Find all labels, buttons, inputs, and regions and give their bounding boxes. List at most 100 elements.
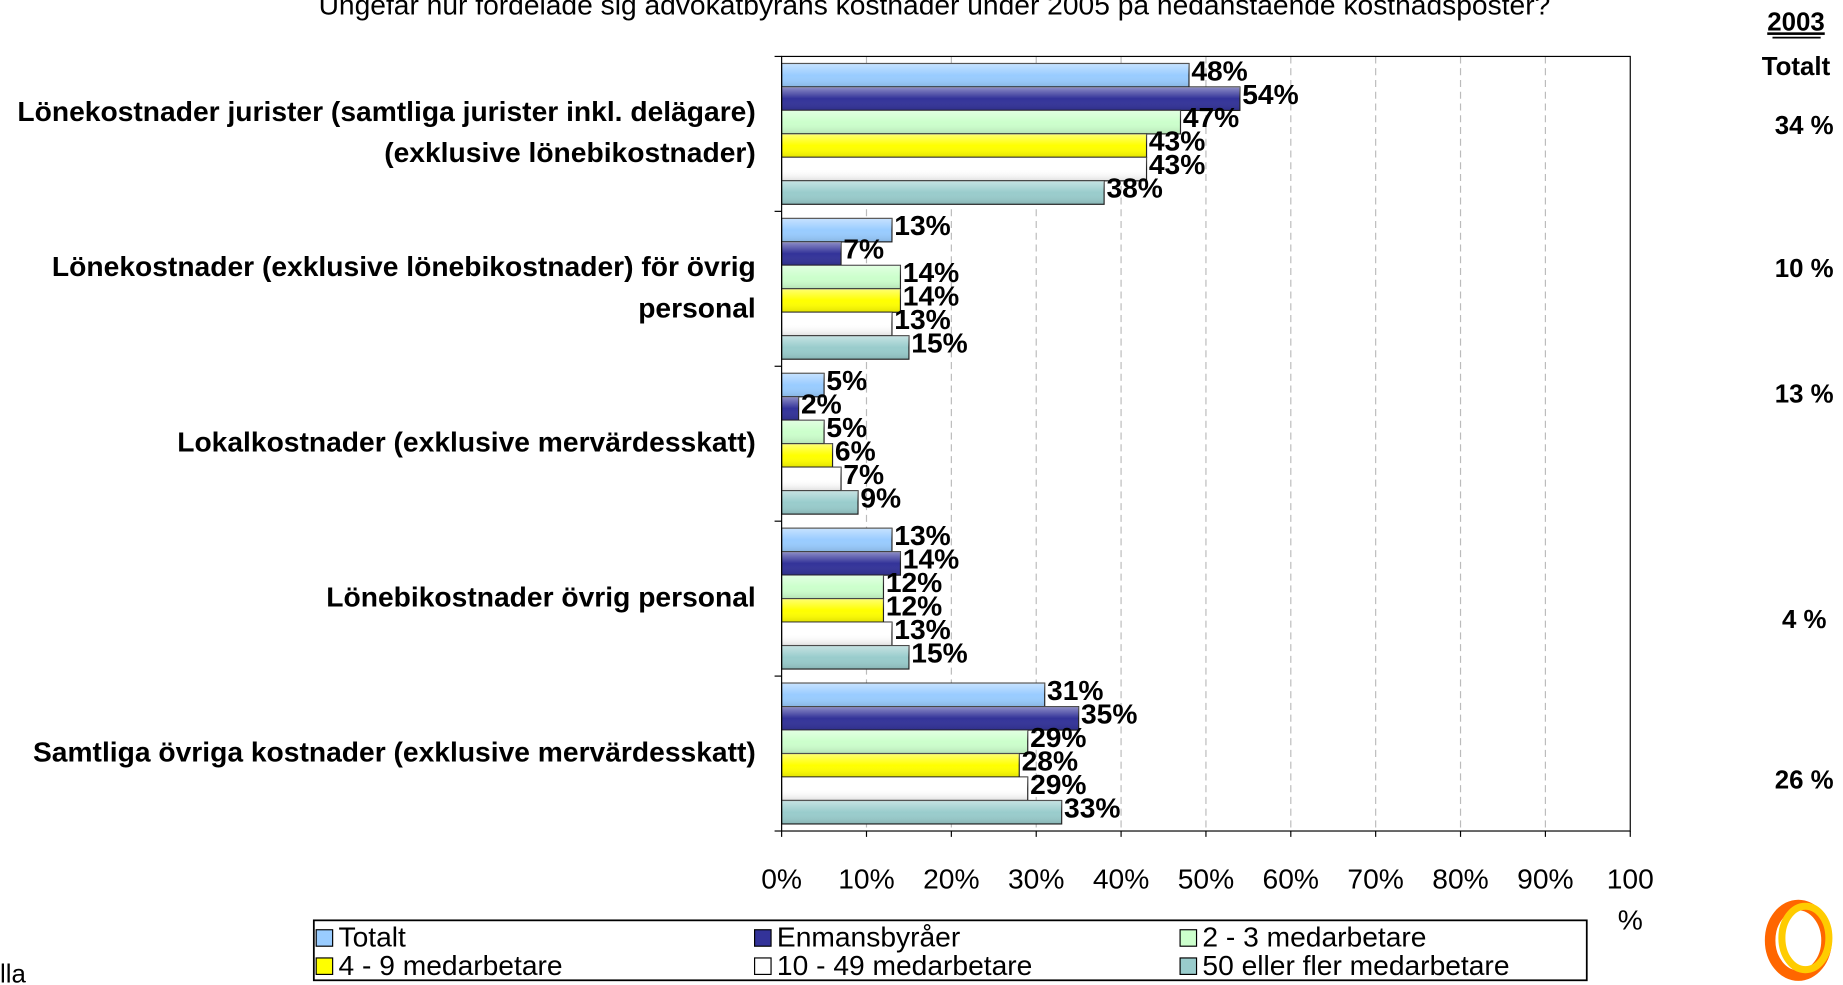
- bar-shade: [781, 528, 892, 552]
- data-label: 13%: [894, 613, 950, 645]
- bar-shade: [781, 241, 842, 266]
- data-label: 5%: [826, 411, 867, 443]
- plot-border: [781, 55, 1631, 832]
- legend-swatch: [754, 929, 772, 947]
- comparison-value: 10 %: [1775, 255, 1834, 283]
- data-label: 29%: [1030, 721, 1086, 753]
- data-label: 35%: [1081, 697, 1137, 729]
- data-label: 9%: [860, 481, 901, 513]
- data-label: 43%: [1149, 148, 1205, 180]
- data-label: 14%: [903, 543, 959, 575]
- x-tick-label-box: 70%: [1347, 864, 1403, 896]
- bar-shade: [781, 551, 901, 576]
- x-tick-label: 100 %: [1606, 863, 1654, 937]
- data-label: 29%: [1030, 768, 1086, 800]
- bar-shade: [781, 800, 1062, 824]
- data-label: 7%: [843, 458, 884, 490]
- x-tick-label: 0%: [761, 863, 803, 896]
- x-tick-label-box: 50%: [1177, 863, 1235, 896]
- data-label: 13%: [894, 209, 950, 241]
- bar-shade: [781, 598, 884, 623]
- x-tick-label-box: 20%: [923, 863, 980, 896]
- bar-shade: [781, 777, 1028, 801]
- bar-shade: [781, 312, 892, 336]
- data-label: 15%: [911, 636, 967, 668]
- category-label-box: Lönebikostnader övrig personal: [326, 581, 756, 614]
- category-label-box: Samtliga övriga kostnader (exklusive mer…: [32, 736, 756, 769]
- bar-shade: [781, 467, 842, 491]
- bar-shade: [781, 396, 799, 421]
- category-label: Lönekostnader jurister (samtliga juriste…: [17, 96, 756, 170]
- x-tick-label: 20%: [923, 863, 980, 896]
- chart-title: Ungefär hur fördelade sig advokatbyråns …: [319, 0, 1551, 21]
- legend-label: 2 - 3 medarbetare: [1202, 921, 1426, 953]
- bar-shade: [781, 706, 1079, 731]
- data-label: 12%: [886, 589, 942, 621]
- x-tick-label-box: 10%: [838, 863, 895, 896]
- bar-shade: [781, 683, 1045, 707]
- x-tick-label: 80%: [1432, 863, 1489, 896]
- data-label: 6%: [835, 435, 876, 467]
- legend-swatch: [754, 957, 772, 975]
- data-label: 38%: [1106, 172, 1162, 204]
- footnote: lla: [0, 960, 26, 985]
- comparison-value: 4 %: [1782, 606, 1827, 634]
- data-label: 7%: [843, 233, 884, 265]
- bar-shade: [781, 373, 825, 397]
- category-label: Lönekostnader (exklusive lönebikostnader…: [51, 251, 756, 325]
- x-tick-label: 50%: [1177, 863, 1235, 896]
- data-label: 13%: [894, 519, 950, 551]
- data-label: 47%: [1183, 101, 1239, 133]
- bar-shade: [781, 730, 1028, 754]
- legend-label: 4 - 9 medarbetare: [339, 949, 563, 981]
- bar-shade: [781, 110, 1181, 134]
- bar-shade: [781, 265, 901, 289]
- x-tick-label: 60%: [1262, 863, 1320, 896]
- bar-shade: [781, 575, 884, 599]
- comparison-header: Totalt: [1762, 53, 1831, 81]
- logo-ring: [1778, 902, 1833, 974]
- bar-shade: [781, 443, 833, 468]
- bar-shade: [781, 490, 859, 515]
- data-label: 15%: [911, 327, 967, 359]
- x-tick-label: 10%: [838, 863, 895, 896]
- x-tick-label: 90%: [1517, 863, 1574, 896]
- bar-shade: [781, 335, 909, 360]
- legend-label: Totalt: [339, 921, 407, 953]
- x-tick-label: 40%: [1092, 863, 1150, 896]
- bar-shade: [781, 218, 892, 242]
- legend-label: 10 - 49 medarbetare: [777, 949, 1032, 981]
- category-label-box: Lönekostnader jurister (samtliga juriste…: [17, 96, 756, 170]
- bar-shade: [781, 645, 909, 670]
- legend-swatch: [315, 929, 334, 947]
- comparison-year: 2003: [1767, 8, 1825, 36]
- category-label-box: Lokalkostnader (exklusive mervärdesskatt…: [177, 427, 756, 459]
- data-label: 14%: [903, 280, 959, 312]
- comparison-value: 26 %: [1775, 767, 1834, 795]
- data-label: 14%: [903, 256, 959, 288]
- bar-shade: [781, 86, 1240, 111]
- category-label: Lönebikostnader övrig personal: [326, 581, 756, 614]
- data-label: 31%: [1047, 674, 1103, 706]
- data-label: 48%: [1191, 54, 1247, 86]
- data-label: 54%: [1242, 78, 1298, 110]
- legend-swatch: [1179, 929, 1198, 947]
- bar-shade: [781, 420, 825, 444]
- data-label: 33%: [1064, 791, 1120, 823]
- x-tick-label-box: 90%: [1517, 863, 1574, 896]
- x-tick-label-box: 80%: [1432, 863, 1489, 896]
- x-tick-label-box: 100 %: [1606, 863, 1654, 937]
- x-tick-label: 30%: [1007, 863, 1065, 896]
- legend-swatch: [1179, 957, 1198, 975]
- data-label: 13%: [894, 303, 950, 335]
- bar-shade: [781, 753, 1020, 778]
- category-label-box: Lönekostnader (exklusive lönebikostnader…: [51, 251, 756, 325]
- comparison-value: 13 %: [1775, 380, 1834, 408]
- bar-shade: [781, 288, 901, 313]
- x-tick-label-box: 60%: [1262, 863, 1320, 896]
- legend-swatch: [315, 957, 334, 975]
- x-tick-label-box: 40%: [1092, 863, 1150, 896]
- category-label: Samtliga övriga kostnader (exklusive mer…: [32, 736, 756, 769]
